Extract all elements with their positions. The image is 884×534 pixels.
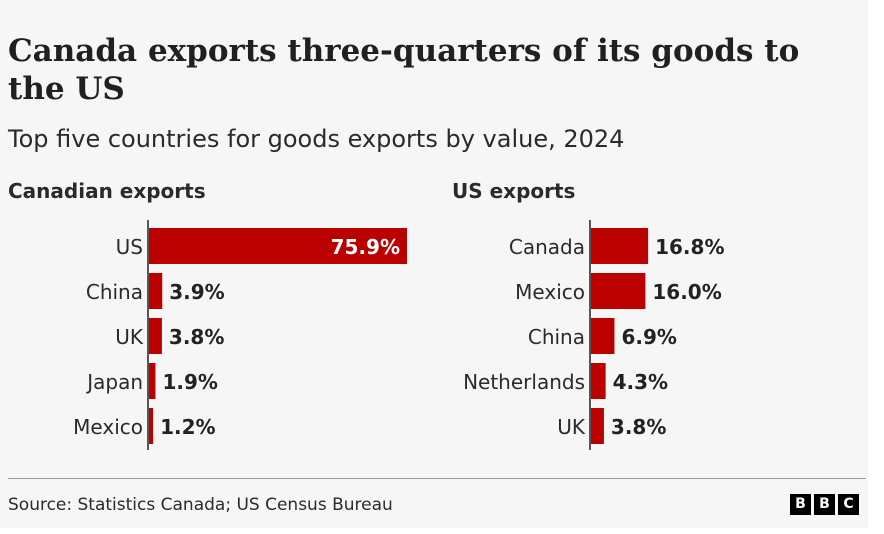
bar: [149, 318, 162, 354]
data-label: 3.8%: [169, 325, 224, 349]
data-label: 6.9%: [621, 325, 676, 349]
data-label: 16.0%: [652, 280, 721, 304]
chart-title: Canada exports three-quarters of its goo…: [8, 33, 800, 107]
data-label: 16.8%: [655, 235, 724, 259]
bbc-logo: B B C: [790, 494, 859, 515]
bar: [591, 363, 606, 399]
bar: [591, 228, 649, 264]
data-label: 1.9%: [162, 370, 217, 394]
category-label: UK: [557, 415, 586, 439]
category-label: China: [528, 325, 585, 349]
category-label: Mexico: [515, 280, 585, 304]
category-label: US: [116, 235, 143, 259]
data-label: 75.9%: [331, 235, 400, 259]
bar: [149, 273, 163, 309]
bar: [149, 228, 407, 264]
bar: [149, 363, 156, 399]
us-exports-heading: US exports: [452, 179, 576, 203]
bbc-logo-letter: C: [838, 494, 859, 515]
footer-divider: [8, 478, 866, 479]
data-label: 3.8%: [611, 415, 666, 439]
bar: [591, 273, 646, 309]
category-label: Netherlands: [463, 370, 585, 394]
data-label: 1.2%: [160, 415, 215, 439]
category-label: Canada: [509, 235, 585, 259]
category-label: Japan: [85, 370, 143, 394]
data-label: 3.9%: [169, 280, 224, 304]
category-label: UK: [115, 325, 144, 349]
source-note: Source: Statistics Canada; US Census Bur…: [8, 495, 393, 515]
category-label: Mexico: [73, 415, 143, 439]
bar: [591, 408, 604, 444]
chart-panel: [0, 0, 868, 528]
canadian-exports-heading: Canadian exports: [8, 179, 206, 203]
bar: [591, 318, 615, 354]
bbc-logo-letter: B: [814, 494, 835, 515]
chart-subtitle: Top five countries for goods exports by …: [8, 125, 625, 153]
category-label: China: [86, 280, 143, 304]
bar: [149, 408, 154, 444]
bbc-logo-letter: B: [790, 494, 811, 515]
data-label: 4.3%: [613, 370, 668, 394]
